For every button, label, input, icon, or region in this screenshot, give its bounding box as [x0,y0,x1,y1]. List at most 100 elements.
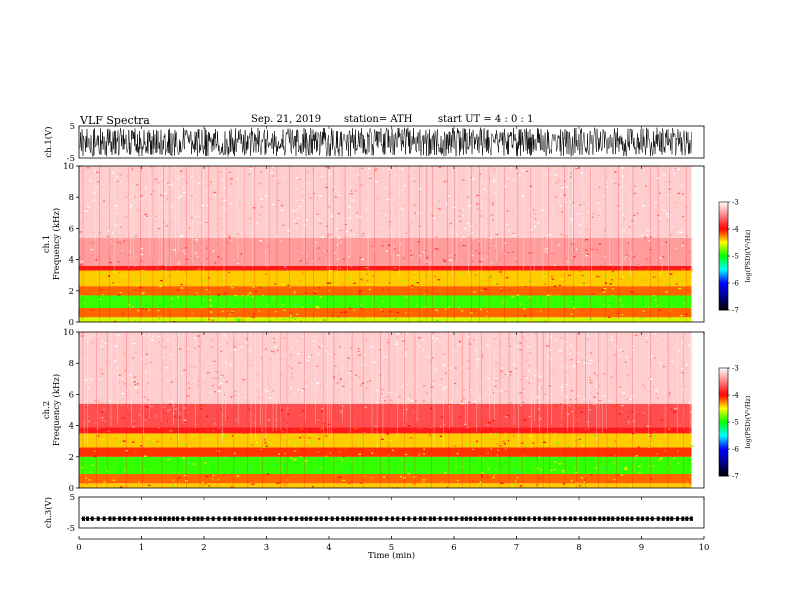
ch2-colorbar-segment [719,375,728,378]
ch2-spectrogram-panel-speckle [248,408,304,450]
ch1-spectrogram-panel-speckle [257,183,692,270]
ch1-spectrogram-panel-speckle [79,165,364,268]
ch1-spectrogram-panel-speckle [175,266,661,312]
ch1-spectrogram-panel-speckle [267,244,391,315]
ch1-spectrogram-panel-speckle [129,292,296,310]
ch2-spectrogram-panel-speckle [80,332,551,399]
ch3-waveform-panel-pulse [503,516,507,521]
ch1-colorbar-segment [719,295,728,298]
ch3-waveform-panel-pulse [685,516,689,521]
ch3-waveform-panel-pulse [206,516,210,521]
ch2-colorbar-tick-label: -6 [732,446,739,454]
ch3-waveform-panel-pulse [254,516,258,521]
ch1-spectrogram-panel-speckle [289,277,657,301]
ch1-colorbar-tick-label: -3 [732,199,739,207]
ch1-spectrogram-panel-speckle [209,287,607,302]
ch1-colorbar-segment [719,252,728,255]
ch2-spectrogram-panel-speckle [233,346,530,356]
ch3-waveform-panel-pulse [243,516,247,521]
ch1-spectrogram-panel-speckle [328,289,425,295]
ch2-spectrogram-panel-speckle [256,441,627,469]
ch3-waveform-panel-pulse [187,516,191,521]
ch1-spectrogram-panel-speckle [241,273,268,321]
ch2-colorbar-segment [719,458,728,461]
ch1-spectrogram-panel-speckle [340,278,635,314]
ch2-spectrogram-panel-speckle [293,449,500,452]
start-time-label: start UT = 4 : 0 : 1 [438,114,534,125]
ch1-spectrogram-panel-speckle [113,272,473,314]
ch2-spectrogram-panel-speckle [454,445,539,486]
ch3-waveform-panel-pulse [217,516,221,521]
ch3-waveform-panel-pulse [478,516,482,521]
ch1-spectrogram-panel-speckle [106,168,647,263]
ch1-spectrogram-panel-speckle [147,305,212,311]
date-label: Sep. 21, 2019 [251,114,322,125]
ch2-spectrogram-panel-speckle [152,340,500,381]
ch1-colorbar-segment [719,218,728,221]
ch2-spectrogram-panel-speckle [146,363,578,418]
ch1-spectrogram-panel-speckle [198,189,685,247]
ch3-waveform-panel-pulse [355,516,359,521]
ch1-spectrogram-panel-speckle [335,181,672,231]
ch1-waveform-panel-ytick-label: -5 [67,154,75,164]
ch2-spectrogram-panel-speckle [211,352,418,364]
ch3-waveform-panel-pulse [573,516,577,521]
ch2-colorbar-segment [719,422,728,425]
ch2-colorbar-segment [719,459,728,462]
ch2-spectrogram-panel-speckle [358,484,636,487]
ch3-waveform-panel-pulse [488,516,492,521]
ch2-spectrogram-panel-speckle [206,415,668,450]
ch2-spectrogram-panel-speckle [101,362,380,392]
ch2-spectrogram-panel-speckle [135,422,233,475]
ch2-spectrogram-panel-speckle [154,349,522,417]
ch1-spectrogram-panel-speckle [104,168,511,225]
ch1-spectrogram-panel-speckle [95,291,356,311]
ch1-colorbar-segment [719,292,728,295]
ch1-spectrogram-panel-speckle [208,291,543,312]
ch2-spectrogram-panel-speckle [351,405,489,483]
ch2-spectrogram-panel-speckle [293,434,449,443]
ch2-colorbar-segment [719,378,728,381]
ch2-spectrogram-panel-speckle [272,343,504,392]
ch3-waveform-panel-pulse [621,516,625,521]
ch2-spectrogram-panel-speckle [169,349,610,402]
ch2-spectrogram-panel-speckle [293,433,507,461]
ch3-waveform-panel-pulse [143,516,147,521]
ch2-spectrogram-panel-speckle [228,379,692,405]
ch2-spectrogram-panel-speckle [469,444,585,447]
ch2-spectrogram-panel-speckle [453,436,486,467]
ch3-waveform-panel-pulse [158,516,162,521]
ch2-spectrogram-panel-speckle [360,433,656,437]
ch2-spectrogram-panel-speckle [215,348,670,407]
ch2-spectrogram-panel-speckle [85,336,544,391]
ch1-spectrogram-panel-speckle [324,170,639,266]
ch1-spectrogram-panel-speckle [665,241,688,315]
ch2-spectrogram-panel-speckle [332,476,416,485]
time-tick-label: 10 [699,543,710,553]
ch2-spectrogram-panel-speckle [353,342,658,422]
ch1-spectrogram-panel-speckle [103,167,639,262]
ch1-colorbar: -3 -4 -5 -6 -7 log(PSD)(V²/Hz) [718,199,752,315]
ch2-spectrogram-panel-speckle [205,430,605,477]
ch1-spectrogram-panel-speckle [118,271,265,313]
ch1-spectrogram-panel-speckle [134,217,368,256]
ch3-waveform-panel-pulse [616,516,620,521]
ch2-spectrogram-panel-speckle [322,443,520,463]
ch3-waveform-panel-ylabel: ch.3(V) [43,497,54,528]
ch3-waveform-panel-pulse [438,516,442,521]
time-tick-label: 2 [201,543,206,553]
ch1-spectrogram-panel-ytick-label: 8 [69,193,74,203]
ch3-waveform-panel-pulse [518,516,522,521]
ch2-spectrogram-panel-speckle [187,337,502,402]
ch3-waveform-panel-pulse [346,516,350,521]
ch2-colorbar-label: log(PSD)(V²/Hz) [744,395,752,448]
ch2-spectrogram-panel-speckle [174,336,681,426]
ch1-spectrogram-panel-speckle [129,177,569,263]
ch1-colorbar-segment [719,275,728,278]
ch1-spectrogram-panel-speckle [94,249,575,310]
ch1-spectrogram-panel-streaks [94,166,669,283]
ch2-spectrogram-panel-speckle [99,368,659,420]
ch1-spectrogram-panel-speckle [221,182,625,220]
ch3-waveform-panel-pulse [171,516,175,521]
ch2-spectrogram-panel-speckle [230,435,653,488]
